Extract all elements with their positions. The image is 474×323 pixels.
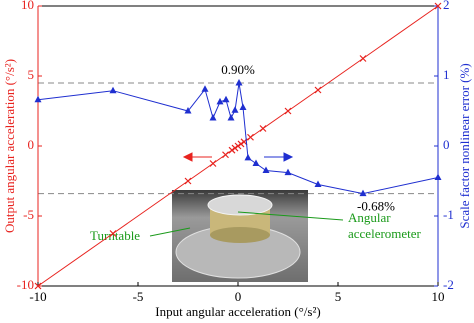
marker [434,173,442,180]
marker [259,125,267,132]
marker [434,2,442,10]
y-tick-label: 0 [28,137,35,152]
marker [231,144,239,152]
marker [209,160,217,167]
y-tick-label: -10 [17,277,34,292]
x-tick-label: -10 [29,289,46,304]
marker [359,55,367,62]
y-axis-label: Output angular acceleration (°/s²) [2,59,17,233]
marker [239,103,247,110]
x-tick-label: -5 [133,289,144,304]
x-axis-label: Input angular acceleration (°/s²) [155,304,320,319]
x-tick-label: 5 [335,289,342,304]
inset-label: Angular [348,210,391,225]
inset-photo [172,190,308,282]
marker [314,180,322,187]
leader-line [149,227,191,237]
y2-axis-label: Scale factor nonlinear error (%) [457,63,472,228]
y-tick-label: 5 [28,67,35,82]
marker [209,114,217,121]
y2-tick-label: -2 [443,277,454,292]
marker [227,114,235,121]
marker [109,86,117,94]
marker [235,79,243,86]
marker [201,85,209,92]
y-tick-label: 10 [21,0,34,12]
y2-tick-label: 2 [443,0,450,12]
marker [222,95,230,103]
marker [222,151,229,159]
y2-tick-label: 1 [443,67,450,82]
marker [314,86,322,94]
marker [34,95,42,103]
arrow [264,152,294,162]
arrow [182,152,212,162]
y-tick-label: -5 [23,207,34,222]
marker [237,140,245,148]
marker [252,159,260,166]
marker [184,177,192,185]
marker [184,107,192,114]
y2-tick-label: -1 [443,207,454,222]
marker [228,146,236,154]
marker [34,282,42,290]
marker [216,97,224,105]
x-tick-label: 10 [432,289,445,304]
marker [284,107,292,115]
marker [109,230,117,237]
series-line [37,82,439,195]
marker [284,168,292,176]
marker [231,106,239,113]
marker [247,133,254,141]
inset-label: accelerometer [348,226,422,241]
marker [244,153,252,161]
marker [262,166,270,173]
annotation: -0.68% [357,199,395,214]
marker [359,189,367,197]
leader-line [237,211,344,221]
x-tick-label: 0 [235,289,242,304]
annotation: 0.90% [221,62,255,77]
marker [234,142,242,150]
y2-tick-label: 0 [443,137,450,152]
